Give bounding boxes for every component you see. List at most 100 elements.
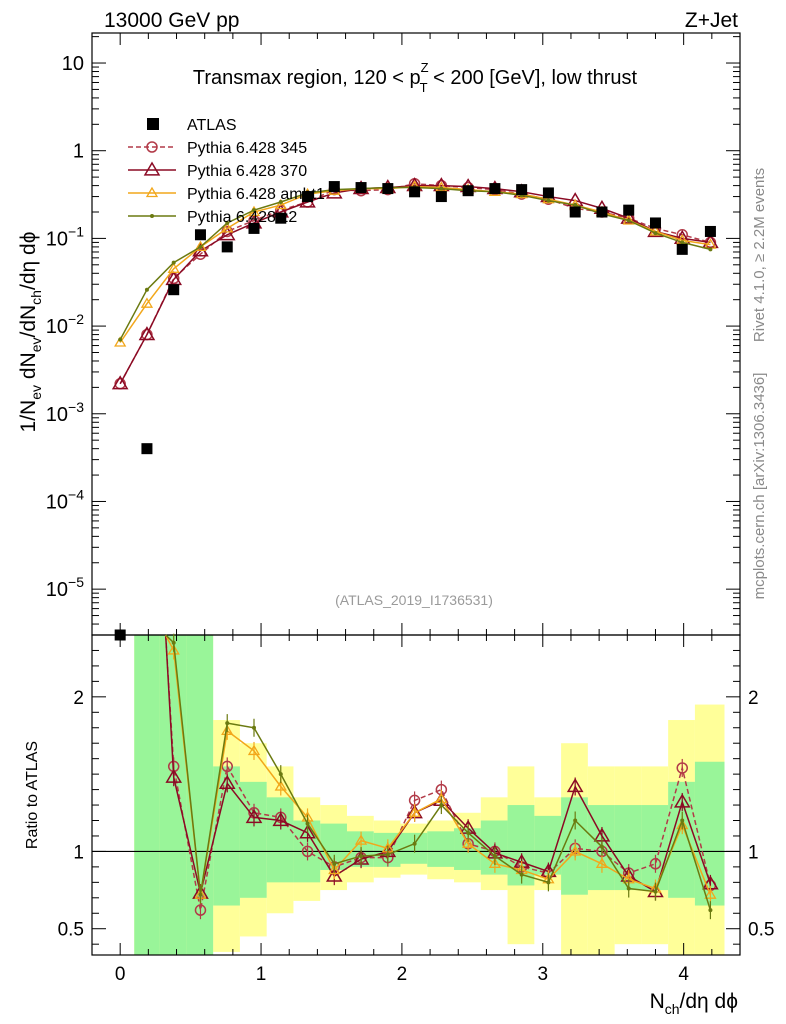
mc-point-main xyxy=(546,198,551,203)
y-tick-label-main: 10−2 xyxy=(46,311,84,338)
x-tick-label: 3 xyxy=(537,964,548,985)
x-tick-label: 1 xyxy=(256,964,267,985)
x-tick-label: 4 xyxy=(678,964,689,985)
mc-point-ratio xyxy=(325,867,343,882)
mc-point-main xyxy=(144,287,149,292)
data-point xyxy=(248,222,260,234)
mc-point-main xyxy=(138,326,156,341)
stat-unc-band xyxy=(668,781,695,898)
data-point xyxy=(302,191,314,203)
data-point xyxy=(489,183,501,195)
mc-point-ratio xyxy=(221,724,234,735)
mc-point-ratio xyxy=(653,889,658,894)
y-tick-exp: −5 xyxy=(68,574,84,590)
mc-point-ratio xyxy=(328,863,341,875)
mc-point-main xyxy=(620,209,638,224)
mc-point-ratio xyxy=(626,886,631,891)
y-tick-exp: −1 xyxy=(68,223,84,239)
xlabel-part-b: /dη dϕ xyxy=(680,990,738,1013)
mc-point-ratio xyxy=(354,834,368,845)
mc-point-main xyxy=(278,200,283,205)
ylabel-part-2: dN xyxy=(17,352,40,385)
main-y-axis-label: 1/Nev dNev/dNch/dη dϕ xyxy=(17,232,44,433)
mc-point-ratio xyxy=(332,861,337,866)
title-sub: T xyxy=(420,80,428,95)
beam-label: 13000 GeV pp xyxy=(104,9,239,32)
axis-ticks xyxy=(91,33,741,955)
x-tick-label: 0 xyxy=(115,964,126,985)
data-point xyxy=(623,204,635,216)
y-tick-label-main: 10−3 xyxy=(46,399,84,426)
y-tick-label-ratio-right: 1 xyxy=(748,842,759,863)
y-tick-label-main: 10−5 xyxy=(46,574,84,601)
mc-point-main xyxy=(252,208,256,213)
mc-line-ratio xyxy=(165,634,712,895)
mc-point-ratio xyxy=(439,803,444,808)
stat-unc-band xyxy=(641,805,669,891)
mc-point-ratio xyxy=(704,888,717,899)
mc-point-main xyxy=(114,336,127,347)
mc-point-ratio xyxy=(171,640,176,645)
data-point xyxy=(704,225,716,237)
xlabel-part-a: N xyxy=(650,990,665,1013)
legend-label: Pythia 6.428 z2 xyxy=(187,209,297,226)
legend-label: Pythia 6.428 ambt1 xyxy=(187,186,325,203)
stat-unc-band xyxy=(134,635,160,955)
legend-label: ATLAS xyxy=(187,117,237,134)
data-point xyxy=(409,186,421,198)
legend-marker xyxy=(143,161,161,176)
x-axis-label: Nch/dη dϕ xyxy=(650,990,738,1017)
legend: ATLAS Pythia 6.428 345 Pythia 6.428 370 Pyt… xyxy=(128,117,325,226)
data-point xyxy=(462,185,474,197)
mc-point-ratio xyxy=(676,762,688,774)
data-point xyxy=(676,243,688,255)
y-tick-base: 10 xyxy=(46,579,68,601)
mc-point-ratio xyxy=(278,772,283,777)
mc-point-main xyxy=(708,247,713,252)
title-part-a: Transmax region, 120 < p xyxy=(193,67,421,89)
title-part-b: < 200 [GeV], low thrust xyxy=(428,67,638,89)
y-tick-label-main: 10 xyxy=(62,53,84,75)
stat-unc-band xyxy=(159,635,187,955)
x-tick-label: 2 xyxy=(397,964,408,985)
ratio-plot-frame xyxy=(91,634,741,956)
mc-point-ratio xyxy=(198,892,203,897)
mc-point-ratio xyxy=(461,837,475,848)
mc-point-ratio xyxy=(566,778,584,793)
y-tick-base: 10 xyxy=(46,491,68,513)
analysis-tag: (ATLAS_2019_I1736531) xyxy=(335,592,493,608)
mc-line-ratio xyxy=(164,634,712,911)
mc-point-main xyxy=(626,218,631,223)
y-tick-label-ratio-right: 2 xyxy=(748,688,759,709)
legend-marker xyxy=(145,186,159,198)
mc-point-ratio xyxy=(252,725,256,730)
legend-marker xyxy=(146,141,158,153)
y-tick-label-ratio-right: 0.5 xyxy=(748,920,774,941)
mc-point-ratio xyxy=(466,830,471,835)
mc-point-ratio xyxy=(165,768,183,783)
mc-point-main xyxy=(573,203,578,208)
mc-point-main xyxy=(274,198,287,210)
legend-marker xyxy=(147,118,159,130)
y-tick-exp: −3 xyxy=(68,399,84,415)
process-label: Z+Jet xyxy=(685,9,738,32)
mc-point-ratio xyxy=(167,644,180,655)
stat-unc-band xyxy=(186,635,214,955)
stat-unc-band xyxy=(239,781,267,898)
legend-marker xyxy=(150,214,154,218)
mc-point-ratio xyxy=(305,821,310,826)
stat-unc-band xyxy=(561,797,588,895)
data-point xyxy=(328,181,340,193)
mc-point-ratio xyxy=(412,841,417,846)
mc-point-ratio xyxy=(408,806,421,817)
y-tick-label-main: 1 xyxy=(73,141,84,163)
mc-point-ratio xyxy=(649,858,662,870)
mc-point-main xyxy=(167,262,180,273)
plot-title: Transmax region, 120 < pZ T < 200 [GeV], … xyxy=(193,60,638,95)
data-point xyxy=(542,187,554,199)
ylabel-part-1: 1/N xyxy=(17,400,40,433)
mc-point-ratio xyxy=(274,780,287,791)
mc-point-ratio xyxy=(680,818,685,823)
mc-point-main xyxy=(111,375,129,390)
